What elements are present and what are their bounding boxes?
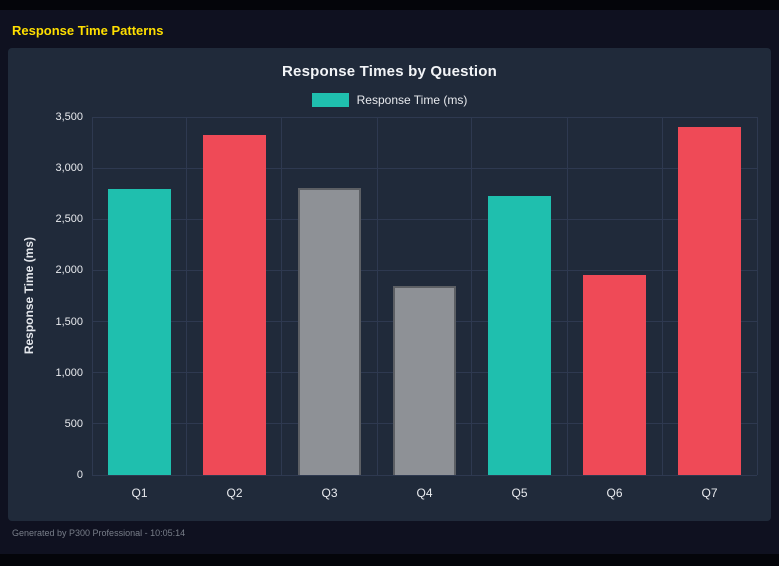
y-tick-label: 0 (76, 469, 83, 481)
bar-q2[interactable] (203, 135, 266, 475)
chart-area: Response Time (ms) 0 500 1,000 1,500 2,000 2,… (8, 111, 771, 511)
y-tick-label: 1,500 (55, 315, 83, 328)
gridline-h (92, 474, 757, 476)
y-axis-ticks: 0 500 1,000 1,500 2,000 2,500 3,000 3,500 (44, 111, 92, 481)
x-tick-label-q1: Q1 (131, 486, 148, 500)
legend-label: Response Time (ms) (356, 93, 468, 107)
bar-q3[interactable] (298, 187, 361, 475)
gridline-v (566, 117, 568, 475)
gridline-h (92, 269, 757, 271)
y-axis-title: Response Time (ms) (22, 237, 36, 355)
plot-area (91, 116, 758, 476)
y-axis-title-cell: Response Time (ms) (14, 117, 44, 475)
footer-text: Generated by P300 Professional - 10:05:1… (12, 528, 186, 538)
y-tick-label: 3,500 (55, 111, 83, 123)
top-strip (0, 0, 779, 10)
gridline-v (756, 117, 758, 475)
gridline-h (92, 167, 757, 169)
chart-panel: Response Times by Question Response Time… (8, 48, 771, 521)
legend-item[interactable]: Response Time (ms) (8, 93, 771, 107)
gridline-v (471, 117, 473, 475)
x-tick-label-q5: Q5 (511, 486, 528, 500)
page-header: Response Time Patterns (0, 10, 779, 48)
x-tick-label-q7: Q7 (701, 486, 718, 500)
page-title: Response Time Patterns (12, 23, 164, 38)
x-axis-labels: Q1 Q2 Q3 Q4 Q5 Q6 Q7 (92, 475, 757, 511)
x-tick-label-q2: Q2 (226, 486, 243, 500)
y-tick-label: 1,000 (55, 366, 83, 379)
y-tick-label: 2,500 (55, 213, 83, 226)
y-tick-label: 3,000 (55, 162, 83, 175)
legend-swatch (311, 93, 349, 107)
x-tick-label-q3: Q3 (321, 486, 338, 500)
gridline-v (186, 117, 188, 475)
gridline-h (92, 218, 757, 220)
bar-q1[interactable] (108, 188, 171, 475)
gridline-v (281, 117, 283, 475)
y-tick-label: 2,000 (55, 264, 83, 277)
x-tick-label-q4: Q4 (416, 486, 433, 500)
gridline-v (376, 117, 378, 475)
gridline-v (91, 117, 93, 475)
bar-q4[interactable] (393, 285, 456, 475)
bar-q7[interactable] (678, 127, 741, 475)
bar-q5[interactable] (488, 195, 551, 475)
gridline-h (92, 116, 757, 118)
y-tick-label: 500 (64, 417, 83, 430)
x-tick-label-q6: Q6 (606, 486, 623, 500)
page-footer: Generated by P300 Professional - 10:05:1… (0, 521, 779, 538)
bar-q6[interactable] (583, 274, 646, 475)
chart-title: Response Times by Question (282, 63, 497, 80)
bottom-strip (0, 554, 779, 566)
gridline-v (661, 117, 663, 475)
